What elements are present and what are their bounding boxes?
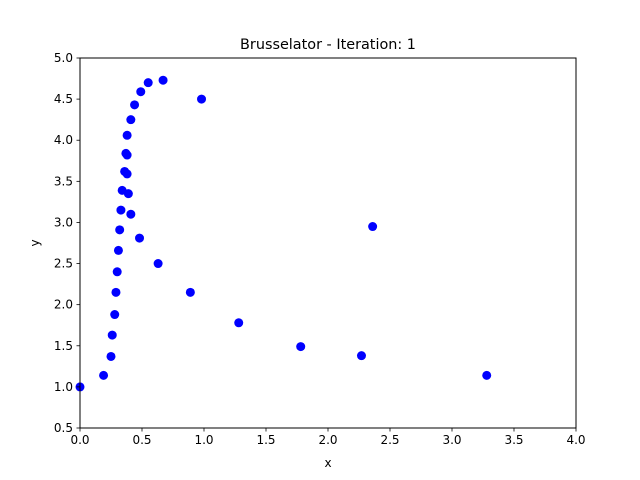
y-tick-label: 4.5 xyxy=(54,92,73,106)
data-point xyxy=(143,78,153,88)
data-point xyxy=(110,310,120,320)
data-point xyxy=(130,100,140,110)
data-point xyxy=(122,169,132,179)
data-point xyxy=(197,94,207,104)
data-point xyxy=(99,370,109,380)
data-point xyxy=(153,259,163,269)
y-tick-label: 1.0 xyxy=(54,380,73,394)
data-point xyxy=(122,130,132,140)
points-layer xyxy=(75,75,492,392)
data-point xyxy=(368,222,378,232)
data-point xyxy=(158,75,168,85)
x-axis-label: x xyxy=(324,456,331,470)
x-tick-label: 3.5 xyxy=(504,433,523,447)
chart-title: Brusselator - Iteration: 1 xyxy=(240,37,416,53)
y-axis-label: y xyxy=(28,239,42,246)
x-tick-label: 3.0 xyxy=(442,433,461,447)
y-tick-label: 0.5 xyxy=(54,421,73,435)
data-point xyxy=(234,318,244,328)
y-tick-label: 2.5 xyxy=(54,257,73,271)
data-point xyxy=(482,370,492,380)
x-tick-label: 1.0 xyxy=(194,433,213,447)
x-tick-label: 4.0 xyxy=(566,433,585,447)
x-axis: 0.0 0.5 1.0 1.5 2.0 2.5 3.0 3.5 4.0 xyxy=(70,428,586,447)
data-point xyxy=(111,287,121,297)
data-point xyxy=(126,115,136,125)
data-point xyxy=(296,342,306,352)
data-point xyxy=(135,233,145,243)
data-point xyxy=(116,205,126,215)
data-point xyxy=(106,351,116,361)
y-tick-label: 2.0 xyxy=(54,298,73,312)
data-point xyxy=(115,225,125,235)
y-tick-label: 3.0 xyxy=(54,215,73,229)
x-tick-label: 2.5 xyxy=(380,433,399,447)
data-point xyxy=(185,287,195,297)
y-tick-label: 1.5 xyxy=(54,339,73,353)
data-point xyxy=(107,330,117,340)
y-tick-label: 5.0 xyxy=(54,51,73,65)
data-point xyxy=(112,267,122,277)
data-point xyxy=(126,209,136,219)
x-tick-label: 0.0 xyxy=(70,433,89,447)
y-tick-label: 3.5 xyxy=(54,174,73,188)
data-point xyxy=(356,351,366,361)
data-point xyxy=(122,150,132,160)
x-tick-label: 2.0 xyxy=(318,433,337,447)
y-tick-label: 4.0 xyxy=(54,133,73,147)
x-tick-label: 1.5 xyxy=(256,433,275,447)
data-point xyxy=(123,189,133,199)
y-axis: 0.5 1.0 1.5 2.0 2.5 3.0 3.5 4.0 4.5 5.0 xyxy=(54,51,80,435)
data-point xyxy=(113,245,123,255)
data-point xyxy=(136,87,146,97)
x-tick-label: 0.5 xyxy=(132,433,151,447)
